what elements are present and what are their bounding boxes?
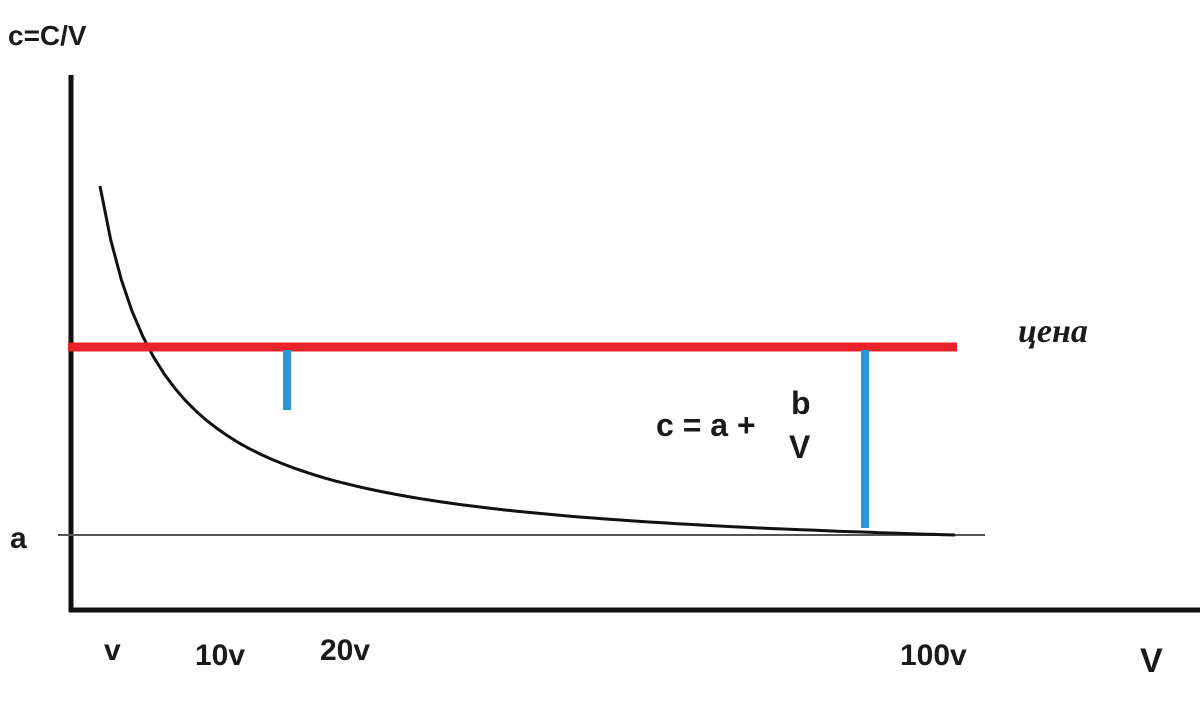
x-tick-label: 10v bbox=[195, 639, 245, 672]
y-tick-label: a bbox=[10, 522, 27, 555]
formula-numerator: b bbox=[791, 385, 811, 421]
x-axis-label: V bbox=[1140, 642, 1163, 680]
x-tick-label: 100v bbox=[900, 639, 967, 672]
y-axis-label: c=C/V bbox=[8, 20, 87, 51]
average-cost-curve bbox=[98, 185, 956, 537]
x-tick-label: 20v bbox=[320, 634, 370, 667]
formula-denominator: V bbox=[789, 429, 811, 465]
x-tick-label: v bbox=[104, 634, 121, 667]
formula-lhs: c = a + bbox=[656, 407, 756, 443]
price-label: цена bbox=[1018, 313, 1088, 350]
